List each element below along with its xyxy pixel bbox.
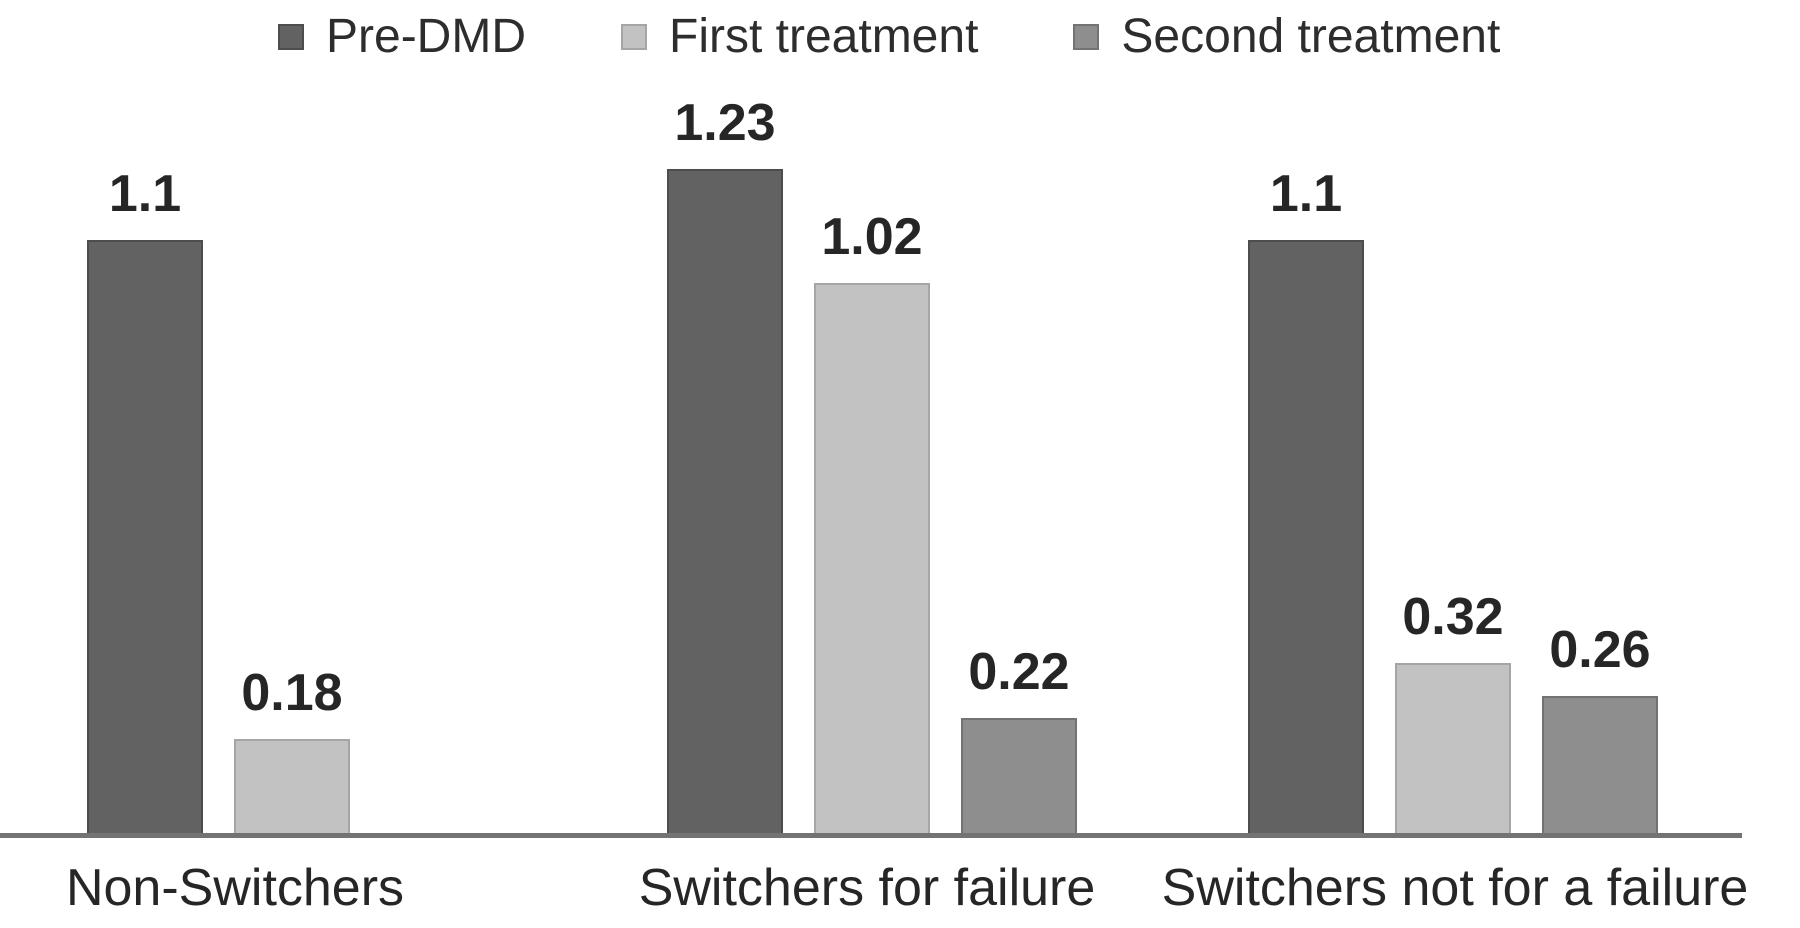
value-label: 0.26 <box>1549 621 1651 679</box>
value-label: 1.02 <box>821 208 923 266</box>
bar-pre-dmd-non-switchers <box>87 240 203 837</box>
legend-item-second-treatment: Second treatment <box>1073 13 1500 61</box>
value-label: 1.1 <box>108 165 182 223</box>
legend-marker-icon <box>1073 24 1100 50</box>
bar-first-treatment-switchers-not-for-a-failure <box>1395 663 1511 837</box>
bar-first-treatment-non-switchers <box>234 739 350 837</box>
legend-label: Pre-DMD <box>326 10 526 63</box>
bar-second-treatment-switchers-for-failure <box>961 718 1077 837</box>
bar-pre-dmd-switchers-for-failure <box>667 169 783 837</box>
legend-label: First treatment <box>669 10 979 63</box>
chart-legend: Pre-DMD First treatment Second treatment <box>278 6 1500 68</box>
legend-marker-icon <box>278 24 304 50</box>
value-label: 0.32 <box>1402 588 1504 646</box>
legend-label: Second treatment <box>1121 10 1501 63</box>
bar-pre-dmd-switchers-not-for-a-failure <box>1248 240 1364 837</box>
bar-second-treatment-switchers-not-for-a-failure <box>1542 696 1658 837</box>
value-label: 0.22 <box>968 643 1070 701</box>
legend-item-pre-dmd: Pre-DMD <box>278 13 526 61</box>
value-label: 1.1 <box>1269 165 1343 223</box>
legend-marker-icon <box>621 24 647 50</box>
x-axis-line <box>0 833 1742 838</box>
legend-item-first-treatment: First treatment <box>621 13 978 61</box>
value-label: 0.18 <box>241 664 343 722</box>
value-label: 1.23 <box>674 94 776 152</box>
category-label: Switchers for failure <box>638 859 1096 917</box>
category-label: Non-Switchers <box>65 859 405 917</box>
bar-first-treatment-switchers-for-failure <box>814 283 930 837</box>
category-label: Switchers not for a failure <box>1161 859 1749 917</box>
